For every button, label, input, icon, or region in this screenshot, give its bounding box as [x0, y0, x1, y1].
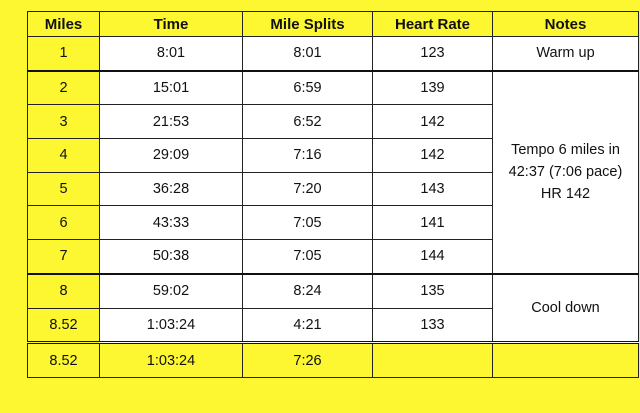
time-cell: 15:01: [99, 69, 243, 106]
notes-tempo-line3: HR 142: [540, 186, 591, 203]
split-cell: 7:20: [242, 171, 373, 207]
miles-cell: 5: [27, 171, 100, 207]
table-row: 8 59:02 8:24 135 Cool down: [27, 272, 639, 344]
heart-rate-cell: 142: [372, 104, 493, 140]
total-split: 7:26: [242, 341, 373, 378]
total-notes: [492, 341, 639, 378]
split-cell: 7:16: [242, 138, 373, 173]
notes-tempo-line2: 42:37 (7:06 pace): [508, 164, 623, 181]
total-heart-rate: [372, 341, 493, 378]
miles-cell: 6: [27, 205, 100, 241]
split-cell: 4:21: [242, 307, 373, 344]
time-cell: 36:28: [99, 171, 243, 207]
run-log-table: Miles Time Mile Splits Heart Rate Notes …: [27, 11, 639, 378]
notes-warmup: Warm up: [492, 35, 639, 72]
time-cell: 50:38: [99, 239, 243, 275]
table-row: 4 29:09 7:16 142: [27, 138, 639, 173]
split-cell: 6:59: [242, 69, 373, 106]
table-row: 3 21:53 6:52 142: [27, 104, 639, 140]
total-row: 8.52 1:03:24 7:26: [27, 341, 639, 378]
time-cell: 8:01: [99, 35, 243, 72]
heart-rate-cell: 142: [372, 138, 493, 173]
notes-cooldown: Cool down: [492, 272, 639, 344]
time-cell: 21:53: [99, 104, 243, 140]
time-cell: 1:03:24: [99, 307, 243, 344]
split-cell: 7:05: [242, 239, 373, 275]
table-row: 8.52 1:03:24 4:21 133: [27, 307, 639, 344]
split-cell: 8:24: [242, 272, 373, 309]
header-miles: Miles: [27, 11, 100, 37]
heart-rate-cell: 144: [372, 239, 493, 275]
table-row: 1 8:01 8:01 123 Warm up: [27, 35, 639, 72]
header-time: Time: [99, 11, 243, 37]
table-row: 2 15:01 6:59 139 Tempo 6 miles in 42:37 …: [27, 69, 639, 275]
time-cell: 59:02: [99, 272, 243, 309]
header-notes: Notes: [492, 11, 639, 37]
split-cell: 7:05: [242, 205, 373, 241]
miles-cell: 8.52: [27, 307, 100, 344]
miles-cell: 8: [27, 272, 100, 309]
split-cell: 8:01: [242, 35, 373, 72]
heart-rate-cell: 141: [372, 205, 493, 241]
header-heart-rate: Heart Rate: [372, 11, 493, 37]
heart-rate-cell: 143: [372, 171, 493, 207]
split-cell: 6:52: [242, 104, 373, 140]
header-row: Miles Time Mile Splits Heart Rate Notes: [27, 11, 639, 37]
heart-rate-cell: 133: [372, 307, 493, 344]
total-miles: 8.52: [27, 341, 100, 378]
miles-cell: 2: [27, 69, 100, 106]
header-mile-splits: Mile Splits: [242, 11, 373, 37]
table-row: 7 50:38 7:05 144: [27, 239, 639, 275]
time-cell: 29:09: [99, 138, 243, 173]
time-cell: 43:33: [99, 205, 243, 241]
miles-cell: 4: [27, 138, 100, 173]
notes-tempo: Tempo 6 miles in 42:37 (7:06 pace) HR 14…: [492, 69, 639, 275]
miles-cell: 3: [27, 104, 100, 140]
table-row: 6 43:33 7:05 141: [27, 205, 639, 241]
miles-cell: 7: [27, 239, 100, 275]
notes-tempo-line1: Tempo 6 miles in: [511, 142, 620, 159]
heart-rate-cell: 139: [372, 69, 493, 106]
table-row: 5 36:28 7:20 143: [27, 171, 639, 207]
heart-rate-cell: 135: [372, 272, 493, 309]
miles-cell: 1: [27, 35, 100, 72]
heart-rate-cell: 123: [372, 35, 493, 72]
total-time: 1:03:24: [99, 341, 243, 378]
